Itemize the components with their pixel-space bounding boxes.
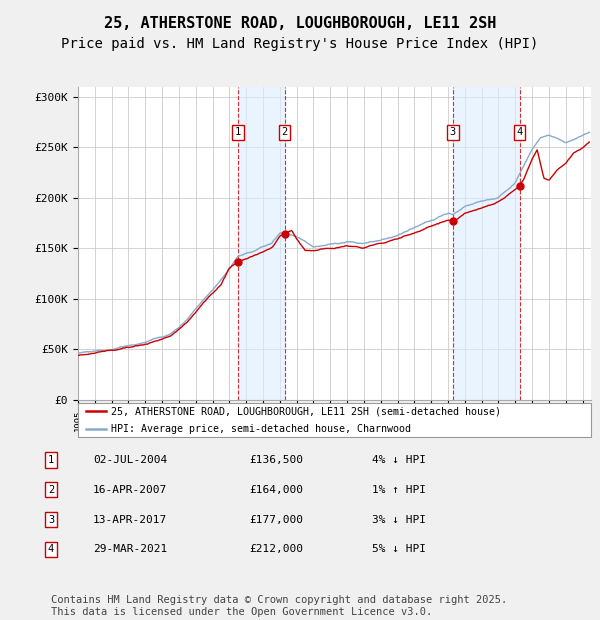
Text: 1: 1 bbox=[235, 127, 241, 137]
Text: 13-APR-2017: 13-APR-2017 bbox=[93, 515, 167, 525]
FancyBboxPatch shape bbox=[78, 403, 591, 437]
Text: £164,000: £164,000 bbox=[249, 485, 303, 495]
Text: 5% ↓ HPI: 5% ↓ HPI bbox=[372, 544, 426, 554]
Bar bbox=[453, 87, 520, 400]
Text: 25, ATHERSTONE ROAD, LOUGHBOROUGH, LE11 2SH (semi-detached house): 25, ATHERSTONE ROAD, LOUGHBOROUGH, LE11 … bbox=[112, 406, 502, 416]
Text: 1% ↑ HPI: 1% ↑ HPI bbox=[372, 485, 426, 495]
Text: 1: 1 bbox=[48, 455, 54, 465]
Text: 3% ↓ HPI: 3% ↓ HPI bbox=[372, 515, 426, 525]
Text: £212,000: £212,000 bbox=[249, 544, 303, 554]
Text: 16-APR-2007: 16-APR-2007 bbox=[93, 485, 167, 495]
Text: 3: 3 bbox=[48, 515, 54, 525]
Text: 2: 2 bbox=[281, 127, 288, 137]
Text: £136,500: £136,500 bbox=[249, 455, 303, 465]
Text: 4% ↓ HPI: 4% ↓ HPI bbox=[372, 455, 426, 465]
Text: Contains HM Land Registry data © Crown copyright and database right 2025.
This d: Contains HM Land Registry data © Crown c… bbox=[51, 595, 507, 617]
Text: 25, ATHERSTONE ROAD, LOUGHBOROUGH, LE11 2SH: 25, ATHERSTONE ROAD, LOUGHBOROUGH, LE11 … bbox=[104, 16, 496, 30]
Text: HPI: Average price, semi-detached house, Charnwood: HPI: Average price, semi-detached house,… bbox=[112, 424, 412, 434]
Text: 4: 4 bbox=[48, 544, 54, 554]
Bar bbox=[238, 87, 285, 400]
Text: £177,000: £177,000 bbox=[249, 515, 303, 525]
Text: 29-MAR-2021: 29-MAR-2021 bbox=[93, 544, 167, 554]
Text: 2: 2 bbox=[48, 485, 54, 495]
Text: 4: 4 bbox=[517, 127, 523, 137]
Text: 3: 3 bbox=[450, 127, 456, 137]
Text: 02-JUL-2004: 02-JUL-2004 bbox=[93, 455, 167, 465]
Text: Price paid vs. HM Land Registry's House Price Index (HPI): Price paid vs. HM Land Registry's House … bbox=[61, 37, 539, 51]
